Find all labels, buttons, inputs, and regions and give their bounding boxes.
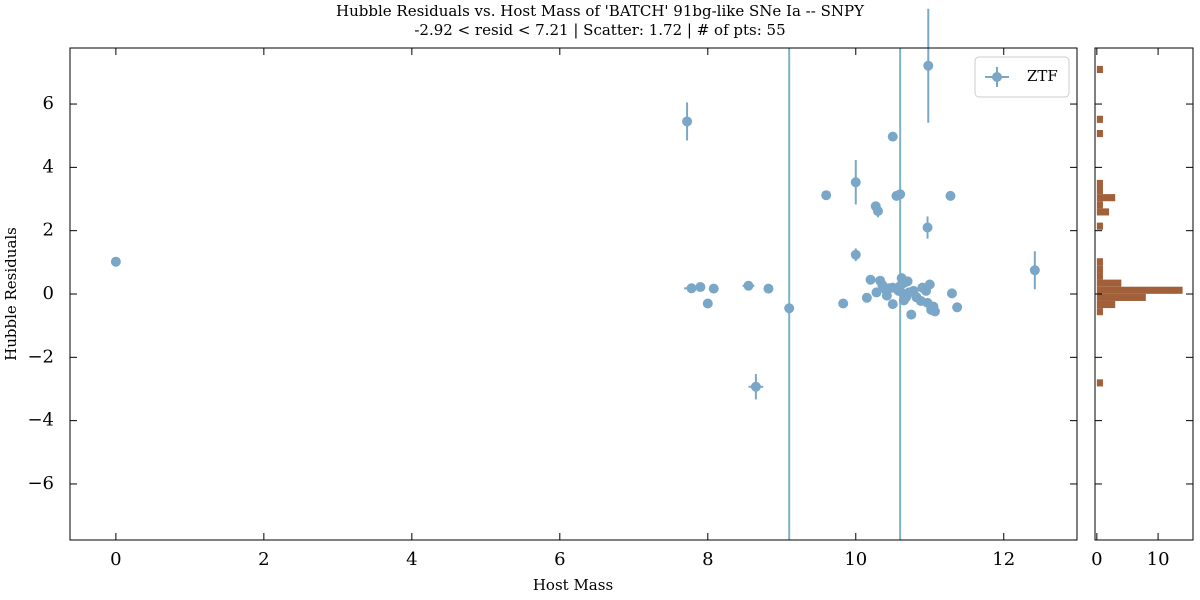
histogram-bar xyxy=(1096,186,1103,195)
histogram-bar xyxy=(1096,272,1103,280)
data-point xyxy=(946,288,957,299)
data-point xyxy=(917,282,928,293)
data-point xyxy=(952,302,963,313)
histogram-bar xyxy=(1096,208,1110,216)
data-point xyxy=(887,131,898,142)
histogram-bar xyxy=(1096,201,1103,209)
x-tick-label: 0 xyxy=(110,549,121,570)
data-point xyxy=(110,256,121,267)
histogram-bar xyxy=(1096,279,1122,287)
data-point xyxy=(887,299,898,310)
histogram-bar xyxy=(1096,286,1183,294)
histogram-bar xyxy=(1096,222,1103,230)
y-tick-label: −6 xyxy=(27,473,54,494)
data-point xyxy=(895,281,906,292)
y-tick-label: 6 xyxy=(43,93,54,114)
data-point xyxy=(1029,265,1040,276)
data-point xyxy=(895,189,906,200)
x-tick-label: 10 xyxy=(1147,549,1170,570)
histogram-bar xyxy=(1096,115,1103,123)
legend-label: ZTF xyxy=(1027,67,1058,85)
y-tick-label: 0 xyxy=(43,283,54,304)
data-point xyxy=(702,298,713,309)
data-point xyxy=(880,284,891,295)
x-tick-label: 2 xyxy=(258,549,269,570)
data-point xyxy=(743,280,754,291)
y-tick-label: 4 xyxy=(43,156,54,177)
histogram-bar xyxy=(1096,130,1103,138)
legend-box xyxy=(974,56,1070,98)
data-point xyxy=(750,381,761,392)
data-point xyxy=(682,116,693,127)
plot-frame xyxy=(1094,47,1194,541)
data-point xyxy=(872,206,883,217)
data-point xyxy=(821,190,832,201)
histogram-bar xyxy=(1096,379,1103,387)
data-point xyxy=(945,190,956,201)
data-point xyxy=(922,222,933,233)
data-point xyxy=(865,274,876,285)
data-point xyxy=(902,276,913,287)
histogram-bar xyxy=(1096,179,1103,187)
y-axis-label: Hubble Residuals xyxy=(2,227,20,361)
chart-title: Hubble Residuals vs. Host Mass of 'BATCH… xyxy=(336,2,865,20)
data-point xyxy=(686,283,697,294)
legend-marker xyxy=(992,72,1002,82)
x-axis-label: Host Mass xyxy=(533,576,613,594)
x-tick-label: 12 xyxy=(992,549,1015,570)
data-point xyxy=(763,283,774,294)
x-tick-label: 10 xyxy=(844,549,867,570)
x-tick-label: 8 xyxy=(702,549,713,570)
data-point xyxy=(871,287,882,298)
histogram-bar xyxy=(1096,293,1146,301)
data-point xyxy=(838,298,849,309)
data-point xyxy=(861,292,872,303)
data-point xyxy=(850,177,861,188)
plot-frame xyxy=(69,47,1078,541)
y-tick-label: −2 xyxy=(27,346,54,367)
data-point xyxy=(695,282,706,293)
histogram-bar xyxy=(1096,65,1103,74)
x-tick-label: 6 xyxy=(554,549,565,570)
data-point xyxy=(708,283,719,294)
histogram-bar xyxy=(1096,300,1116,309)
x-tick-label: 4 xyxy=(406,549,417,570)
chart-subtitle: -2.92 < resid < 7.21 | Scatter: 1.72 | #… xyxy=(414,21,785,39)
x-tick-label: 0 xyxy=(1091,549,1102,570)
data-point xyxy=(898,289,909,299)
y-tick-label: 2 xyxy=(43,220,54,241)
data-point xyxy=(850,249,861,260)
data-point xyxy=(784,303,795,314)
y-tick-label: −4 xyxy=(27,410,54,431)
histogram-bar xyxy=(1096,258,1103,266)
data-point xyxy=(906,309,917,320)
histogram-bar xyxy=(1096,265,1103,273)
data-point xyxy=(929,306,940,317)
histogram-bar xyxy=(1096,308,1103,316)
histogram-bar xyxy=(1096,194,1116,202)
data-point xyxy=(923,60,934,71)
